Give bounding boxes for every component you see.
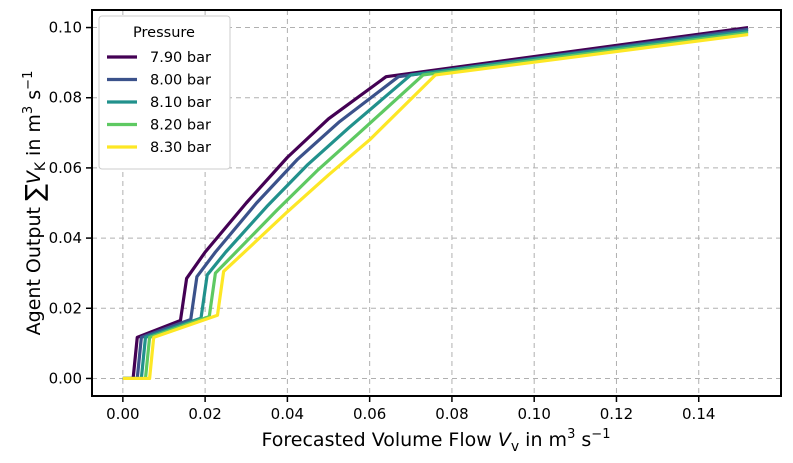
series-line-8-10-bar — [122, 29, 749, 381]
y-axis-label: Agent Output ∑VK in m3 s−1 — [20, 71, 49, 336]
x-axis-label: Forecasted Volume Flow Vv in m3 s−1 — [262, 427, 611, 455]
x-tick-label: 0.12 — [600, 405, 633, 423]
y-axis-label-exp1: 3 — [21, 106, 36, 114]
legend-label: 8.00 bar — [150, 73, 211, 89]
y-tick-label: 0.00 — [49, 369, 82, 387]
legend-title: Pressure — [133, 25, 195, 41]
x-axis-label-symbol: V — [498, 429, 513, 451]
x-axis-label-exp1: 3 — [567, 427, 575, 442]
x-axis-label-s: s — [575, 429, 591, 451]
x-tick-label: 0.10 — [517, 405, 550, 423]
y-axis-label-s: s — [23, 90, 45, 106]
y-tick-label: 0.10 — [49, 19, 82, 37]
legend: Pressure 7.90 bar 8.00 bar 8.10 bar 8.20 ba… — [98, 15, 231, 170]
legend-label: 8.30 bar — [150, 140, 211, 156]
series-line-8-20-bar — [122, 31, 749, 381]
series-line-7-90-bar — [122, 25, 749, 381]
grid — [92, 10, 781, 396]
x-axis-label-unit: in m — [519, 429, 567, 451]
legend-label: 8.10 bar — [150, 95, 211, 111]
y-axis-label-exp2: −1 — [21, 71, 36, 90]
series-line-8-30-bar — [122, 32, 749, 381]
series-line-8-00-bar — [122, 27, 749, 381]
x-axis-label-exp2: −1 — [591, 427, 610, 442]
x-tick-label: 0.02 — [188, 405, 221, 423]
y-axis-label-sub: K — [33, 161, 49, 171]
legend-box — [98, 15, 231, 170]
x-tick-label: 0.04 — [271, 405, 304, 423]
y-axis-ticks: 0.00 0.02 0.04 0.06 0.08 0.10 — [49, 19, 92, 387]
y-axis-label-prefix: Agent Output — [23, 201, 45, 335]
series-layer — [122, 25, 749, 381]
x-tick-label: 0.08 — [435, 405, 468, 423]
y-tick-label: 0.02 — [49, 299, 82, 317]
y-tick-label: 0.06 — [49, 159, 82, 177]
legend-label: 7.90 bar — [150, 50, 211, 66]
x-tick-label: 0.00 — [106, 405, 139, 423]
plot-frame — [91, 9, 782, 397]
x-tick-label: 0.06 — [353, 405, 386, 423]
legend-label: 8.20 bar — [150, 118, 211, 134]
y-axis-label-unit: in m — [23, 114, 45, 162]
x-axis-label-prefix: Forecasted Volume Flow — [262, 429, 498, 451]
y-tick-label: 0.08 — [49, 89, 82, 107]
x-tick-label: 0.14 — [682, 405, 715, 423]
x-axis-ticks: 0.00 0.02 0.04 0.06 0.08 0.10 0.12 0.14 — [106, 396, 715, 423]
y-tick-label: 0.04 — [49, 229, 82, 247]
y-axis-label-symbol: V — [23, 169, 45, 184]
y-axis-label-sum: ∑ — [20, 184, 49, 201]
x-axis-label-sub: v — [511, 439, 519, 455]
legend-items: 7.90 bar 8.00 bar 8.10 bar 8.20 bar 8.30 bar — [107, 50, 211, 156]
